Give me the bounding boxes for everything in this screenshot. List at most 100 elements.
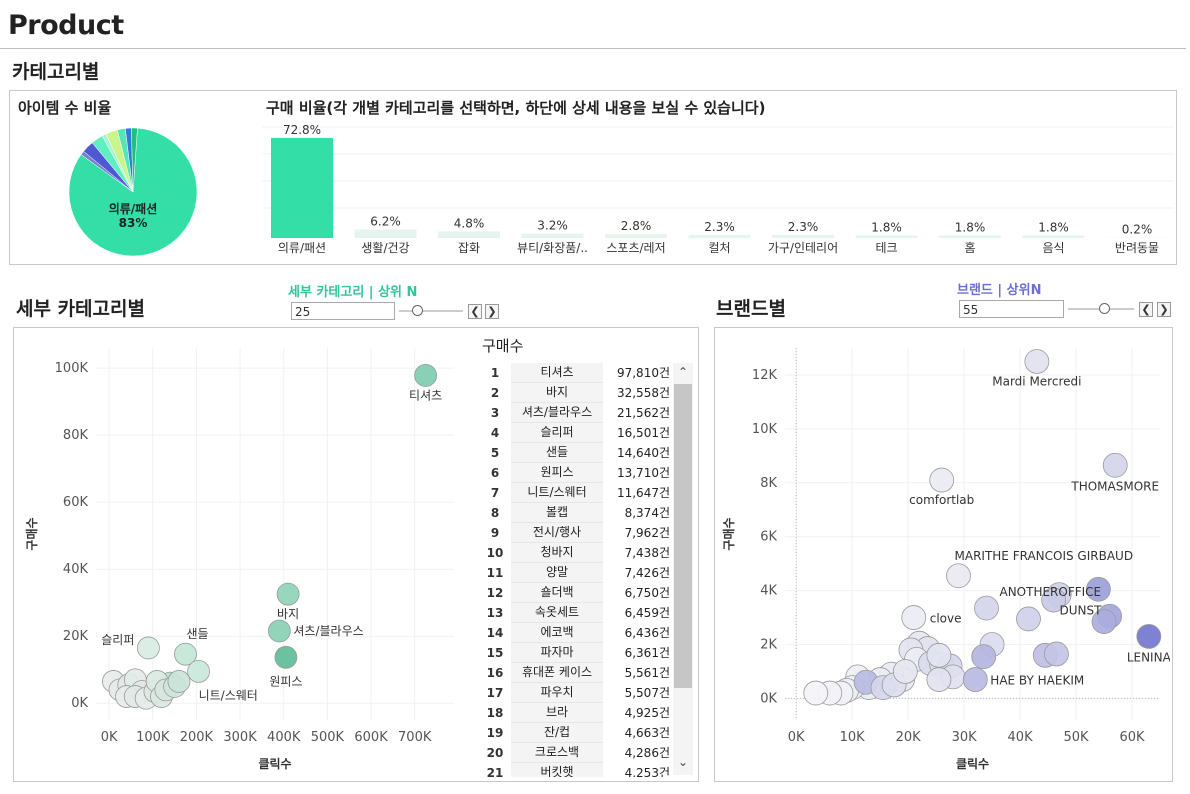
- row-rank: 15: [486, 646, 504, 660]
- table-row[interactable]: 8 볼캡 8,374건: [480, 503, 672, 523]
- item-ratio-pie-chart[interactable]: [60, 122, 210, 262]
- y-axis-label: 구매수: [721, 517, 736, 550]
- row-value: 32,558건: [616, 386, 670, 400]
- table-row[interactable]: 15 파자마 6,361건: [480, 643, 672, 663]
- scatter-point[interactable]: [926, 667, 952, 692]
- subcategory-prev-button[interactable]: ❮: [468, 304, 482, 319]
- scatter-point[interactable]: [962, 667, 988, 692]
- purchase-ratio-bar-chart[interactable]: 72.8% 의류/패션 6.2% 생활/건강 4.8% 잡화 3.2% 뷰티/화장품/.. 2.…: [262, 122, 1174, 260]
- brand-prev-button[interactable]: ❮: [1139, 302, 1153, 317]
- scatter-point[interactable]: [1044, 641, 1069, 667]
- row-name: 바지: [511, 383, 603, 403]
- bar-value-label: 2.3%: [788, 220, 819, 234]
- chevron-right-icon: ❯: [487, 305, 497, 318]
- row-name: 원피스: [511, 463, 603, 483]
- scatter-point[interactable]: [1136, 624, 1162, 649]
- scatter-point[interactable]: [174, 642, 197, 666]
- table-row[interactable]: 13 속옷세트 6,459건: [480, 603, 672, 623]
- scatter-point[interactable]: [414, 364, 438, 387]
- row-value: 7,438건: [624, 546, 670, 560]
- bar-category-label: 생활/건강: [361, 241, 409, 255]
- scatter-point[interactable]: [971, 644, 997, 670]
- table-row[interactable]: 9 전시/행사 7,962건: [480, 523, 672, 543]
- table-row[interactable]: 20 크로스백 4,286건: [480, 743, 672, 763]
- table-row[interactable]: 3 셔츠/블라우스 21,562건: [480, 403, 672, 423]
- bar-스포츠/레저[interactable]: [605, 234, 667, 238]
- subcategory-topn-slider-track[interactable]: [399, 310, 463, 312]
- row-name: 샌들: [511, 443, 603, 463]
- bar-음식[interactable]: [1022, 235, 1085, 238]
- bar-category-label: 홈: [964, 241, 975, 255]
- table-row[interactable]: 11 양말 7,426건: [480, 563, 672, 583]
- scatter-point[interactable]: [892, 659, 918, 684]
- scatter-point[interactable]: [1102, 452, 1128, 478]
- row-value: 11,647건: [616, 486, 670, 500]
- scatter-point[interactable]: [974, 595, 999, 621]
- brand-topn-slider-knob[interactable]: [1099, 303, 1110, 314]
- table-row[interactable]: 12 숄더백 6,750건: [480, 583, 672, 603]
- scatter-point[interactable]: [1016, 606, 1041, 632]
- scatter-point[interactable]: [926, 642, 952, 668]
- scatter-point[interactable]: [1024, 349, 1050, 374]
- bar-category-label: 컬처: [708, 241, 730, 255]
- bar-value-label: 1.8%: [955, 221, 986, 235]
- bar-뷰티/화장품/..[interactable]: [521, 233, 584, 238]
- bar-홈[interactable]: [939, 235, 1001, 238]
- subcategory-next-button[interactable]: ❯: [485, 304, 499, 319]
- scatter-point[interactable]: [1091, 609, 1117, 635]
- pie-slice[interactable]: [131, 127, 138, 193]
- scatter-point[interactable]: [274, 645, 298, 669]
- brand-next-button[interactable]: ❯: [1157, 302, 1171, 317]
- scatter-point[interactable]: [901, 605, 927, 630]
- brand-scatter-chart[interactable]: 0K 10K 20K 30K 40K 50K 60K 0K 2K 4K 6K 8K 10K 12K 클릭수 구…: [715, 330, 1170, 778]
- scatter-point[interactable]: [946, 563, 971, 589]
- subcategory-topn-slider-knob[interactable]: [412, 305, 423, 316]
- bar-가구/인테리어[interactable]: [772, 234, 834, 238]
- table-row[interactable]: 16 휴대폰 케이스 5,561건: [480, 663, 672, 683]
- table-row[interactable]: 21 버킷햇 4,253건: [480, 763, 672, 777]
- bar-잡화[interactable]: [438, 231, 500, 238]
- scatter-point[interactable]: [1086, 576, 1111, 602]
- brand-panel: [714, 327, 1173, 782]
- row-value: 4,253건: [624, 766, 670, 777]
- table-scrollbar[interactable]: ⌃ ⌄: [673, 363, 693, 775]
- bar-의류/패션[interactable]: [271, 137, 333, 238]
- bar-value-label: 4.8%: [454, 216, 485, 230]
- table-row[interactable]: 10 청바지 7,438건: [480, 543, 672, 563]
- point-label: 샌들: [186, 627, 208, 641]
- table-row[interactable]: 5 샌들 14,640건: [480, 443, 672, 463]
- table-row[interactable]: 18 브라 4,925건: [480, 703, 672, 723]
- bar-생활/건강[interactable]: [354, 229, 417, 238]
- scatter-point[interactable]: [187, 660, 210, 683]
- scatter-point[interactable]: [136, 636, 160, 660]
- table-row[interactable]: 6 원피스 13,710건: [480, 463, 672, 483]
- scatter-point[interactable]: [267, 619, 291, 643]
- row-rank: 8: [490, 506, 500, 520]
- row-value: 97,810건: [616, 366, 670, 380]
- table-row[interactable]: 14 에코백 6,436건: [480, 623, 672, 643]
- subcategory-scatter-chart[interactable]: 0K 100K 200K 300K 400K 500K 600K 700K 0K 20K 40K 60…: [14, 330, 476, 778]
- scatter-point[interactable]: [803, 680, 829, 706]
- scrollbar-thumb[interactable]: [674, 384, 692, 688]
- subcategory-topn-input[interactable]: 25: [291, 302, 395, 320]
- bar-테크[interactable]: [855, 235, 918, 238]
- chevron-down-icon[interactable]: ⌄: [677, 755, 689, 769]
- row-value: 4,925건: [624, 706, 670, 720]
- bar-컬처[interactable]: [688, 234, 751, 238]
- chevron-up-icon[interactable]: ⌃: [677, 365, 689, 379]
- table-row[interactable]: 7 니트/스웨터 11,647건: [480, 483, 672, 503]
- table-row[interactable]: 19 잔/컵 4,663건: [480, 723, 672, 743]
- scatter-point[interactable]: [167, 670, 191, 693]
- table-row[interactable]: 17 파우치 5,507건: [480, 683, 672, 703]
- x-tick-label: 60K: [1119, 730, 1145, 745]
- row-rank: 18: [486, 706, 504, 720]
- table-row[interactable]: 2 바지 32,558건: [480, 383, 672, 403]
- point-label: THOMASMORE: [1070, 479, 1159, 493]
- table-row[interactable]: 4 슬리퍼 16,501건: [480, 423, 672, 443]
- scatter-point[interactable]: [929, 467, 955, 493]
- table-row[interactable]: 1 티셔츠 97,810건: [480, 363, 672, 383]
- y-tick-label: 0K: [71, 696, 88, 711]
- scatter-point[interactable]: [1041, 587, 1067, 613]
- scatter-point[interactable]: [276, 582, 300, 606]
- brand-topn-input[interactable]: 55: [959, 300, 1064, 318]
